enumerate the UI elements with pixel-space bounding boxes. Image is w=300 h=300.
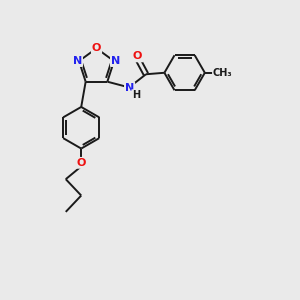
Text: N: N (73, 56, 82, 66)
Text: O: O (92, 44, 101, 53)
Text: H: H (132, 90, 140, 100)
Text: O: O (133, 51, 142, 62)
Text: N: N (111, 56, 120, 66)
Text: N: N (125, 82, 134, 93)
Text: CH₃: CH₃ (213, 68, 232, 78)
Text: O: O (76, 158, 86, 168)
